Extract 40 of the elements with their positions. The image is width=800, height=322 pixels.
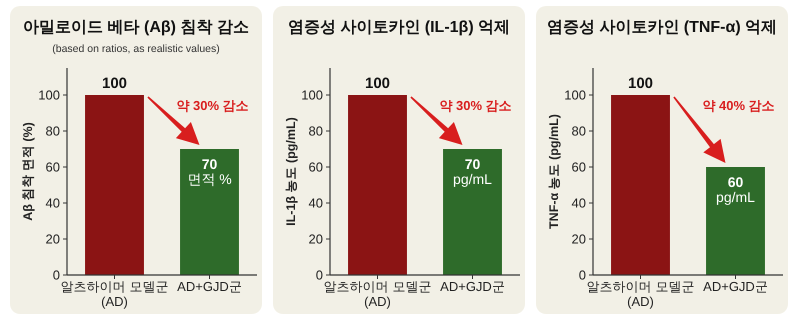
annotation: 약 40% 감소 [702,98,775,113]
x-tick-label: AD+GJD군 [703,279,768,294]
annotation: 약 30% 감소 [439,98,512,113]
x-tick-label: 알츠하이머 모델군 (AD) [60,279,168,309]
data-label: 100 [102,75,128,92]
y-tick-label: 40 [308,196,323,210]
y-tick-label: 20 [572,232,586,246]
y-tick-label: 80 [308,124,323,138]
data-label: 70 면적 % [187,156,232,187]
data-label: 100 [364,75,390,92]
y-tick-label: 60 [46,160,60,174]
y-tick-label: 80 [46,124,60,138]
y-tick-label: 20 [308,232,323,246]
chart-title: 염증성 사이토카인 (TNF-α) 억제 [546,19,778,36]
x-tick-label: 알츠하이머 모델군 (AD) [324,279,432,309]
y-axis-title: IL-1β 농도 (pg/mL) [284,117,298,226]
y-tick-label: 40 [572,196,586,210]
y-tick-label: 0 [578,268,586,282]
y-tick-label: 100 [38,88,60,102]
y-axis-title: TNF-α 농도 (pg/mL) [547,114,561,229]
data-label: 70 pg/mL [453,156,492,187]
chart-subtitle: (based on ratios, as realistic values) [52,43,220,55]
chart-title: 염증성 사이토카인 (IL-1β) 억제 [288,19,510,36]
y-tick-label: 80 [572,124,586,138]
y-tick-label: 0 [52,268,60,282]
data-label: 100 [628,75,654,92]
y-axis-title: Aβ 침착 면적 (%) [21,122,35,221]
x-tick-label: AD+GJD군 [440,279,505,294]
y-tick-label: 100 [301,88,323,102]
y-tick-label: 60 [572,160,586,174]
x-tick-label: AD+GJD군 [177,279,242,294]
y-tick-label: 20 [46,232,60,246]
y-tick-label: 0 [316,268,323,282]
x-tick-label: 알츠하이머 모델군 (AD) [586,279,694,309]
y-tick-label: 60 [308,160,323,174]
data-label: 60 pg/mL [716,174,756,205]
annotation: 약 30% 감소 [176,98,249,113]
chart-title: 아밀로이드 베타 (Aβ) 침착 감소 [23,19,249,36]
y-tick-label: 100 [564,88,586,102]
y-tick-label: 40 [46,196,60,210]
